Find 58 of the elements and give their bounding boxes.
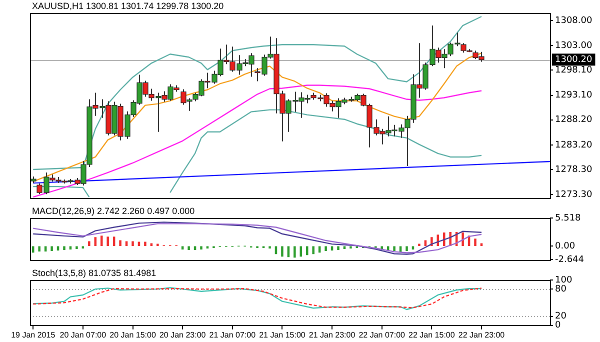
bar [337,246,340,250]
x-tick-label: 21 Jan 23:00 [308,330,356,340]
y-tick-label: 100 [555,275,572,286]
bar [76,246,78,250]
x-tick-label: 21 Jan 07:00 [209,330,256,340]
bar [406,246,408,252]
bar [138,242,140,246]
x-tick-label: 20 Jan 23:00 [159,330,206,340]
bar [294,246,296,258]
bar [125,241,128,246]
bar [132,241,134,246]
chart-title: Stoch(13,5,8) 81.0735 81.4981 [32,268,156,278]
y-tick-label: 1288.20 [555,115,592,126]
bar [200,246,202,250]
y-tick-label: 1298.10 [555,66,592,76]
bar [281,246,284,257]
bar [393,246,396,252]
bar [306,246,308,256]
bar [424,240,427,246]
bar [312,246,314,254]
bar [144,242,146,246]
y-tick-label: 1278.30 [555,164,592,175]
y-tick-label: 1273.30 [555,190,592,200]
bar [50,246,53,252]
bar [106,236,109,246]
bar [324,246,327,252]
bar [38,246,40,252]
y-tick-label: 1293.10 [555,90,592,101]
x-tick-label: 22 Jan 15:00 [408,330,456,340]
bar [188,246,190,250]
bar [480,243,483,246]
x-tick-label: 20 Jan 15:00 [110,330,156,340]
y-tick-label: 1283.20 [555,140,592,150]
x-tick-label: 20 Jan 07:00 [60,330,107,340]
x-tick-label: 21 Jan 15:00 [259,330,306,340]
y-tick-label: -2.644 [555,254,584,265]
bar [474,238,476,246]
bar [88,241,90,246]
y-tick-label: 0.00 [555,241,576,252]
y-tick-label: 20 [555,312,567,322]
bar [150,243,153,246]
y-tick-label: 1303.00 [555,40,592,51]
y-tick-label: 80 [555,284,567,294]
x-tick-label: 22 Jan 07:00 [358,330,406,340]
x-tick-label: 19 Jan 2015 [11,330,56,340]
bar [112,236,116,246]
ref-line-label: 1300.20 [555,54,592,65]
chart-title: MACD(12,26,9) 2.742 2.260 0.497 0.000 [32,206,195,216]
x-tick-label: 22 Jan 23:00 [458,330,506,340]
bar [119,240,122,246]
y-tick-label: 5.518 [555,213,582,224]
bar [63,246,66,250]
bar [94,237,97,246]
y-tick-label: 1308.00 [555,16,592,26]
y-tick-label: 0 [555,320,561,331]
bar [462,232,464,246]
chart-title: XAUUSD,H1 1300.81 1301.74 1299.78 1300.20 [32,1,224,11]
bar [443,232,446,246]
